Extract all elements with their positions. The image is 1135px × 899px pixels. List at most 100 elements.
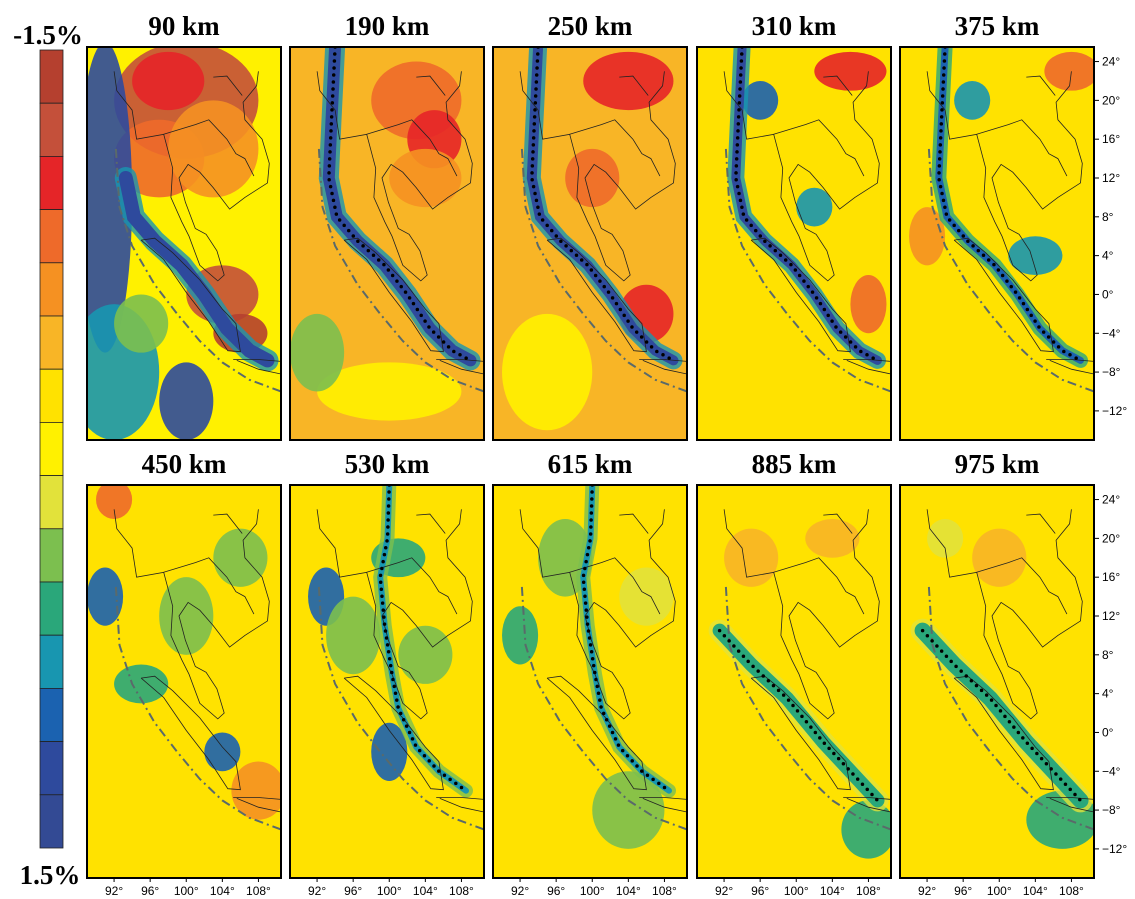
panel-title: 375 km xyxy=(955,11,1040,41)
anomaly-patch xyxy=(213,529,267,587)
lat-tick-label: 16° xyxy=(1102,132,1120,146)
colorbar-segment xyxy=(40,422,63,475)
lat-tick-label: 8° xyxy=(1102,648,1114,662)
map-panel xyxy=(290,47,484,440)
lon-tick-label: 92° xyxy=(105,884,123,898)
lon-tick-label: 92° xyxy=(918,884,936,898)
panel-title: 250 km xyxy=(548,11,633,41)
colorbar-segment xyxy=(40,263,63,316)
panel-title: 190 km xyxy=(345,11,430,41)
anomaly-patch xyxy=(168,100,258,197)
panel-title: 90 km xyxy=(148,11,220,41)
anomaly-patch xyxy=(502,606,538,664)
colorbar-segment xyxy=(40,635,63,688)
lat-tick-label: −4° xyxy=(1102,326,1121,340)
anomaly-patch xyxy=(87,567,123,625)
panel-title: 450 km xyxy=(142,449,227,479)
map-panel xyxy=(493,47,687,440)
anomaly-patch xyxy=(132,52,204,110)
lon-tick-label: 96° xyxy=(751,884,769,898)
colorbar-segment xyxy=(40,476,63,529)
anomaly-patch xyxy=(204,732,240,771)
lon-tick-label: 104° xyxy=(616,884,641,898)
anomaly-patch xyxy=(114,294,168,352)
colorbar-segment xyxy=(40,50,63,103)
map-panel xyxy=(69,42,281,440)
anomaly-patch xyxy=(972,529,1026,587)
lon-tick-label: 100° xyxy=(987,884,1012,898)
panel-title: 530 km xyxy=(345,449,430,479)
lat-tick-label: −8° xyxy=(1102,803,1121,817)
lat-tick-label: 12° xyxy=(1102,609,1120,623)
anomaly-patch xyxy=(927,519,963,558)
anomaly-patch xyxy=(159,362,213,440)
colorbar-segment xyxy=(40,156,63,209)
lon-tick-label: 100° xyxy=(784,884,809,898)
colorbar-segment xyxy=(40,582,63,635)
colorbar-segment xyxy=(40,210,63,263)
anomaly-patch xyxy=(796,188,832,227)
lat-tick-label: 0° xyxy=(1102,287,1114,301)
panel-title: 885 km xyxy=(752,449,837,479)
lon-tick-label: 104° xyxy=(210,884,235,898)
colorbar-segment xyxy=(40,369,63,422)
figure: -1.5% 1.5% 90 km 190 km 250 km 310 km 375 km… xyxy=(0,0,1135,899)
map-panel xyxy=(87,480,286,878)
anomaly-patch xyxy=(398,626,452,684)
lat-tick-label: −12° xyxy=(1102,404,1127,418)
anomaly-patch xyxy=(502,314,592,430)
anomaly-patch xyxy=(841,800,895,858)
map-panel xyxy=(493,485,687,878)
colorbar-segment xyxy=(40,103,63,156)
lat-tick-label: −12° xyxy=(1102,842,1127,856)
lon-tick-label: 108° xyxy=(856,884,881,898)
anomaly-patch xyxy=(1044,52,1098,91)
lon-tick-label: 96° xyxy=(141,884,159,898)
lat-tick-label: 12° xyxy=(1102,171,1120,185)
panel-title: 310 km xyxy=(752,11,837,41)
lat-tick-label: 24° xyxy=(1102,55,1120,69)
lon-tick-label: 96° xyxy=(344,884,362,898)
lon-tick-label: 108° xyxy=(1059,884,1084,898)
anomaly-patch xyxy=(954,81,990,120)
anomaly-patch xyxy=(326,597,380,675)
lat-tick-label: 8° xyxy=(1102,210,1114,224)
colorbar-bottom-label: 1.5% xyxy=(20,860,81,890)
lat-tick-label: 4° xyxy=(1102,687,1114,701)
colorbar-segment xyxy=(40,795,63,848)
lat-tick-label: 24° xyxy=(1102,493,1120,507)
anomaly-patch xyxy=(805,519,859,558)
map-panel xyxy=(697,47,891,440)
lon-tick-label: 92° xyxy=(511,884,529,898)
anomaly-patch xyxy=(850,275,886,333)
lon-tick-label: 92° xyxy=(715,884,733,898)
anomaly-patch xyxy=(290,314,344,392)
anomaly-patch xyxy=(619,567,673,625)
map-panel xyxy=(900,485,1099,878)
lon-tick-label: 104° xyxy=(413,884,438,898)
colorbar-segment xyxy=(40,742,63,795)
lon-tick-label: 100° xyxy=(377,884,402,898)
anomaly-patch xyxy=(583,52,673,110)
lon-tick-label: 92° xyxy=(308,884,326,898)
lat-tick-label: 4° xyxy=(1102,249,1114,263)
lat-tick-label: −8° xyxy=(1102,365,1121,379)
colorbar-segment xyxy=(40,316,63,369)
panel-title: 615 km xyxy=(548,449,633,479)
lon-tick-label: 96° xyxy=(547,884,565,898)
map-panel xyxy=(290,485,484,878)
lat-tick-label: 16° xyxy=(1102,570,1120,584)
map-panel xyxy=(900,47,1099,440)
lat-tick-label: 20° xyxy=(1102,93,1120,107)
anomaly-patch xyxy=(724,529,778,587)
lon-tick-label: 96° xyxy=(954,884,972,898)
lat-tick-label: −4° xyxy=(1102,764,1121,778)
lon-tick-label: 108° xyxy=(449,884,474,898)
map-background xyxy=(697,47,891,440)
map-panel xyxy=(697,485,896,878)
anomaly-patch xyxy=(814,52,886,91)
lat-tick-label: 20° xyxy=(1102,531,1120,545)
lon-tick-label: 104° xyxy=(820,884,845,898)
panel-title: 975 km xyxy=(955,449,1040,479)
colorbar-top-label: -1.5% xyxy=(13,20,83,50)
